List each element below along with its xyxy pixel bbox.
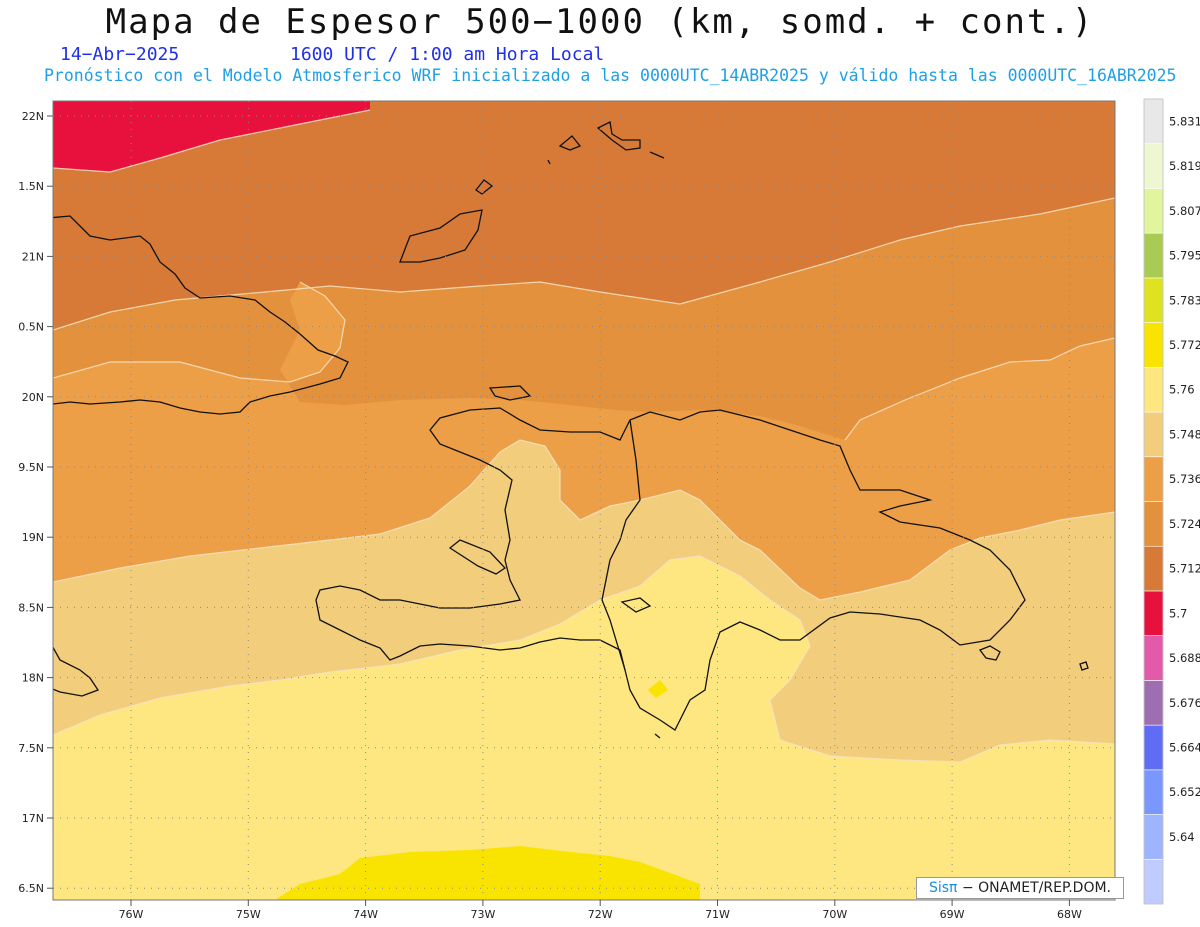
legend-swatch (1143, 98, 1164, 145)
lon-label: 69W (940, 908, 965, 921)
lat-label: 8.5N (18, 601, 44, 614)
legend-value: 5.772 (1169, 338, 1200, 352)
credit-box: Sisπ − ONAMET/REP.DOM. (916, 877, 1124, 899)
lat-label: 22N (22, 110, 44, 123)
lat-label: 17N (22, 812, 44, 825)
lat-label: 9.5N (18, 461, 44, 474)
legend-swatch (1143, 814, 1164, 860)
lon-label: 74W (353, 908, 378, 921)
longitude-axis: 76W 75W 74W 73W 72W 71W 70W 69W 68W (119, 900, 1082, 921)
legend-value: 5.688 (1169, 651, 1200, 665)
legend-swatch (1143, 456, 1164, 502)
legend-swatch (1143, 858, 1164, 905)
legend-swatch (1143, 188, 1164, 234)
legend-value: 5.748 (1169, 427, 1200, 441)
lat-label: 1.5N (18, 180, 44, 193)
lat-label: 6.5N (18, 882, 44, 895)
legend-value: 5.664 (1169, 740, 1200, 754)
lon-label: 72W (588, 908, 613, 921)
legend-value: 5.652 (1169, 785, 1200, 799)
legend-value: 5.712 (1169, 562, 1200, 576)
lat-label: 18N (22, 672, 44, 685)
color-legend: 5.64 5.652 5.664 5.676 5.688 5.7 5.712 5.724 5.7… (1143, 98, 1200, 905)
lat-label: 19N (22, 531, 44, 544)
lon-label: 68W (1057, 908, 1082, 921)
legend-swatch (1143, 635, 1164, 681)
legend-swatch (1143, 232, 1164, 279)
legend-swatch (1143, 411, 1164, 458)
legend-value: 5.76 (1169, 383, 1195, 397)
forecast-date: 14−Abr−2025 (60, 44, 180, 65)
legend-value: 5.676 (1169, 696, 1200, 710)
legend-value: 5.819 (1169, 159, 1200, 173)
map-grid (53, 101, 1115, 900)
credit-brand: Sisπ (928, 880, 958, 896)
legend-swatch (1143, 545, 1164, 592)
legend-value: 5.831 (1169, 114, 1200, 128)
thickness-field (53, 101, 1115, 900)
lat-label: 21N (22, 250, 44, 263)
latitude-axis: 22N 1.5N 21N 0.5N 20N 9.5N 19N 8.5N 18N 7.5N 17N 6.… (18, 110, 53, 895)
legend-value: 5.807 (1169, 204, 1200, 218)
map-title: Mapa de Espesor 500−1000 (km, somd. + co… (105, 2, 1095, 42)
lat-label: 7.5N (18, 742, 44, 755)
lon-label: 70W (822, 908, 847, 921)
credit-text: − ONAMET/REP.DOM. (961, 880, 1111, 896)
legend-value: 5.724 (1169, 517, 1200, 531)
legend-swatch (1143, 367, 1164, 413)
legend-swatch (1143, 143, 1164, 189)
lat-label: 20N (22, 391, 44, 404)
legend-swatch (1143, 680, 1164, 726)
coastlines (53, 121, 1089, 739)
legend-swatch (1143, 322, 1164, 368)
lon-label: 73W (470, 908, 495, 921)
lon-label: 71W (705, 908, 730, 921)
legend-swatch (1143, 724, 1164, 771)
legend-value: 5.795 (1169, 249, 1200, 263)
forecast-description: Pronóstico con el Modelo Atmosferico WRF… (44, 66, 1177, 85)
legend-swatch (1143, 277, 1164, 323)
legend-swatch (1143, 590, 1164, 636)
legend-value: 5.736 (1169, 472, 1200, 486)
legend-value: 5.7 (1169, 606, 1187, 620)
legend-value: 5.783 (1169, 293, 1200, 307)
legend-swatch (1143, 501, 1164, 547)
legend-value: 5.64 (1169, 830, 1195, 844)
lon-label: 76W (119, 908, 144, 921)
forecast-time: 1600 UTC / 1:00 am Hora Local (290, 44, 605, 65)
lat-label: 0.5N (18, 321, 44, 334)
legend-swatch (1143, 769, 1164, 815)
lon-label: 75W (236, 908, 261, 921)
